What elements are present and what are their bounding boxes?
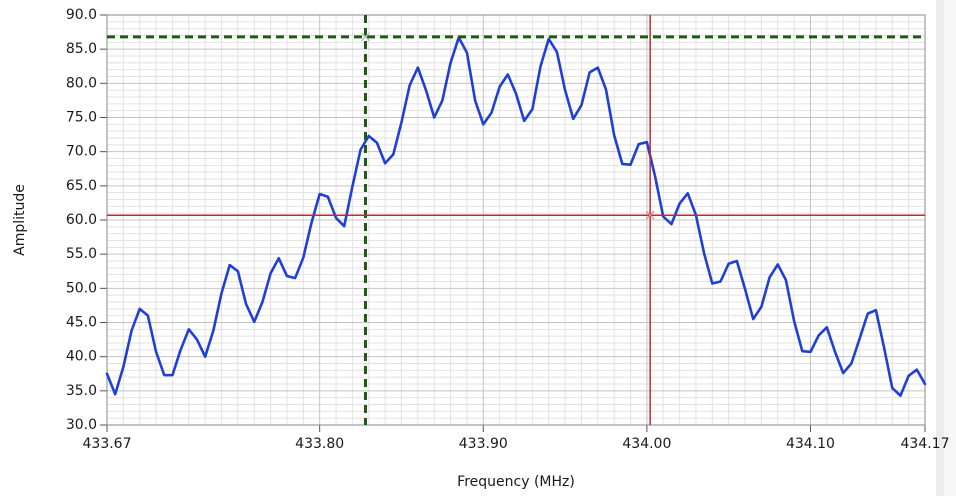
cursor-point xyxy=(361,32,370,42)
y-tick-label: 60.0 xyxy=(66,212,97,228)
plot-border xyxy=(106,14,926,426)
scrollbar xyxy=(944,0,956,496)
y-tick-label: 80.0 xyxy=(66,75,97,91)
x-tick-label: 434.10 xyxy=(786,436,835,452)
y-tick-label: 75.0 xyxy=(66,110,97,126)
y-tick-label: 55.0 xyxy=(66,246,97,262)
x-tick-label: 434.00 xyxy=(622,436,671,452)
x-tick-label: 433.67 xyxy=(83,436,132,452)
y-axis-label: Amplitude xyxy=(12,184,28,256)
y-tick-label: 50.0 xyxy=(66,280,97,296)
cursor-point xyxy=(645,210,655,220)
y-tick-label: 30.0 xyxy=(66,417,97,433)
y-tick-label: 65.0 xyxy=(66,178,97,194)
x-tick-label: 434.17 xyxy=(901,436,950,452)
y-tick-label: 70.0 xyxy=(66,144,97,160)
x-axis-label: Frequency (MHz) xyxy=(457,474,575,490)
y-tick-label: 40.0 xyxy=(66,349,97,365)
y-tick-label: 90.0 xyxy=(66,7,97,23)
data-line xyxy=(105,36,927,397)
y-tick-label: 85.0 xyxy=(66,41,97,57)
x-tick-label: 433.90 xyxy=(459,436,508,452)
y-tick-label: 45.0 xyxy=(66,315,97,331)
y-tick-label: 35.0 xyxy=(66,383,97,399)
x-tick-label: 433.80 xyxy=(295,436,344,452)
